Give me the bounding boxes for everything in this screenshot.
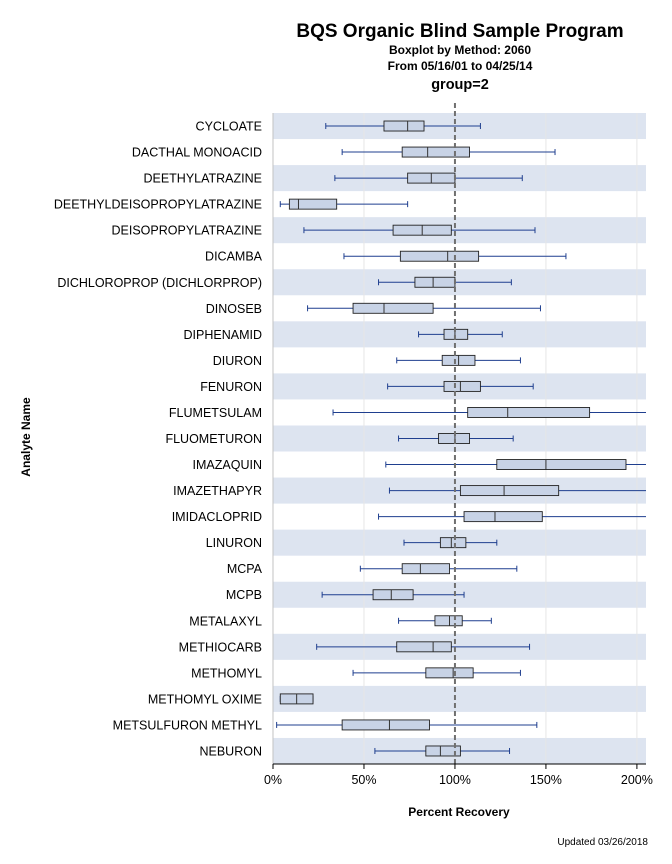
category-label: DEETHYLDEISOPROPYLATRAZINE <box>54 198 262 212</box>
box-deethyldeisopropylatrazine <box>279 198 409 210</box>
x-axis: 0% 50% 100% 150% 200% <box>264 113 653 787</box>
category-label: DIPHENAMID <box>184 328 262 342</box>
y-axis-label: Analyte Name <box>19 397 33 477</box>
category-label: NEBURON <box>199 744 262 758</box>
category-label: METHOMYL <box>191 666 262 680</box>
iqr-box <box>496 459 627 470</box>
box-diuron <box>396 354 521 366</box>
box-series <box>276 120 646 757</box>
box-fenuron <box>387 380 534 392</box>
box-methiocarb <box>316 641 531 653</box>
category-label: IMAZAQUIN <box>193 458 262 472</box>
iqr-box <box>341 719 430 731</box>
box-dacthal-monoacid <box>341 146 556 158</box>
category-label: DACTHAL MONOACID <box>132 146 262 160</box>
iqr-box <box>396 641 452 653</box>
box-mcpb <box>321 589 465 601</box>
category-label: DICAMBA <box>205 250 263 264</box>
gridlines <box>272 113 638 764</box>
chart-group-label: group=2 <box>431 77 489 93</box>
category-label: FENURON <box>200 380 262 394</box>
updated-footnote: Updated 03/26/2018 <box>557 837 648 848</box>
iqr-box <box>399 250 480 262</box>
box-imidacloprid <box>378 511 646 523</box>
iqr-box <box>434 615 463 627</box>
iqr-box <box>288 198 338 210</box>
iqr-box <box>443 380 481 392</box>
box-methomyl-oxime <box>279 693 314 705</box>
category-label: IMIDACLOPRID <box>172 510 262 524</box>
category-label: MCPA <box>227 562 263 576</box>
category-label: DEETHYLATRAZINE <box>143 172 262 186</box>
box-imazethapyr <box>388 485 646 497</box>
box-metsulfuron-methyl <box>276 719 538 731</box>
box-cycloate <box>325 120 481 132</box>
chart-subtitle-method: Boxplot by Method: 2060 <box>389 43 531 57</box>
iqr-box <box>425 745 461 757</box>
x-tick-label: 150% <box>530 773 562 787</box>
iqr-box <box>401 146 470 158</box>
x-axis-label: Percent Recovery <box>408 805 510 819</box>
category-label: METHOMYL OXIME <box>148 692 262 706</box>
chart-title: BQS Organic Blind Sample Program <box>296 21 623 42</box>
category-label: CYCLOATE <box>196 120 262 134</box>
box-flumetsulam <box>332 407 646 418</box>
box-imazaquin <box>385 459 646 470</box>
iqr-box <box>414 276 456 288</box>
category-labels: CYCLOATE DACTHAL MONOACID DEETHYLATRAZINE D… <box>54 120 263 759</box>
row-band <box>273 685 646 712</box>
box-neburon <box>374 745 511 757</box>
category-label: DIURON <box>213 354 262 368</box>
category-label: METSULFURON METHYL <box>113 718 262 732</box>
x-tick-label: 50% <box>351 773 376 787</box>
box-deisopropylatrazine <box>303 224 536 236</box>
category-label: FLUMETSULAM <box>169 406 262 420</box>
category-label: LINURON <box>206 536 262 550</box>
iqr-box <box>467 407 591 418</box>
box-linuron <box>403 537 498 549</box>
x-tick-label: 100% <box>439 773 471 787</box>
iqr-box <box>459 485 560 497</box>
iqr-box <box>463 511 543 523</box>
chart-subtitle-daterange: From 05/16/01 to 04/25/14 <box>388 59 533 73</box>
category-label: DICHLOROPROP (DICHLORPROP) <box>57 276 262 290</box>
iqr-box <box>383 120 425 132</box>
iqr-box <box>425 667 474 679</box>
category-label: MCPB <box>226 588 262 602</box>
box-mcpa <box>359 563 518 575</box>
box-dinoseb <box>307 302 541 314</box>
iqr-box <box>352 302 434 314</box>
iqr-box <box>401 563 450 575</box>
x-tick-label: 0% <box>264 773 282 787</box>
category-label: DINOSEB <box>206 302 262 316</box>
category-label: FLUOMETURON <box>165 432 262 446</box>
category-label: METALAXYL <box>189 614 262 628</box>
category-label: DEISOPROPYLATRAZINE <box>112 224 263 238</box>
x-tick-label: 200% <box>621 773 653 787</box>
category-label: METHIOCARB <box>179 640 262 654</box>
box-metalaxyl <box>398 615 492 627</box>
iqr-box <box>372 589 414 601</box>
box-methomyl <box>352 667 521 679</box>
iqr-box <box>439 537 467 549</box>
category-label: IMAZETHAPYR <box>173 484 262 498</box>
